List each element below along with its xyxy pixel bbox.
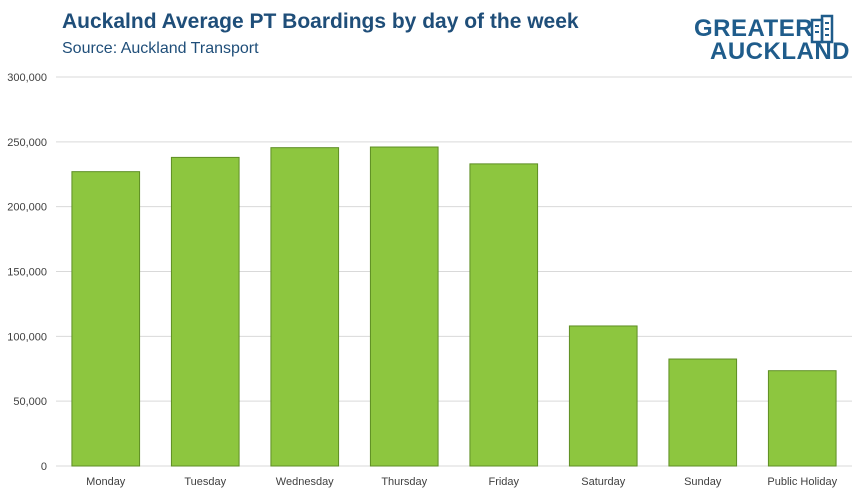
y-tick-label: 300,000 bbox=[7, 72, 47, 84]
bar-thursday bbox=[369, 146, 439, 467]
bar-public-holiday bbox=[767, 370, 837, 467]
bar-saturday bbox=[568, 325, 638, 467]
logo-line-2: AUCKLAND bbox=[710, 38, 850, 65]
bar-friday bbox=[469, 163, 539, 467]
x-tick-label: Wednesday bbox=[276, 476, 334, 488]
greater-auckland-logo: GREATER AUCKLAND bbox=[692, 14, 852, 66]
x-tick-label: Saturday bbox=[581, 476, 626, 488]
bars bbox=[71, 146, 837, 467]
x-tick-label: Monday bbox=[86, 476, 126, 488]
bar-tuesday bbox=[170, 156, 240, 467]
x-tick-label: Tuesday bbox=[184, 476, 226, 488]
y-axis-ticks: 0 50,000 100,000 150,000 200,000 250,000 300,0… bbox=[7, 72, 47, 473]
x-tick-label: Sunday bbox=[684, 476, 722, 488]
chart-title: Auckalnd Average PT Boardings by day of … bbox=[62, 10, 579, 33]
y-tick-label: 0 bbox=[41, 461, 47, 473]
bar-sunday bbox=[668, 358, 738, 467]
y-tick-label: 250,000 bbox=[7, 137, 47, 149]
bar-monday bbox=[71, 171, 141, 467]
x-tick-label: Public Holiday bbox=[767, 476, 837, 488]
logo-line-1: GREATER bbox=[694, 15, 814, 42]
y-tick-label: 150,000 bbox=[7, 267, 47, 279]
y-tick-label: 200,000 bbox=[7, 202, 47, 214]
x-axis-ticks: Monday Tuesday Wednesday Thursday Friday Satu… bbox=[86, 476, 837, 488]
bar-wednesday bbox=[270, 147, 340, 467]
building-icon bbox=[810, 14, 834, 44]
x-tick-label: Friday bbox=[488, 476, 519, 488]
chart-subtitle: Source: Auckland Transport bbox=[62, 40, 259, 57]
y-tick-label: 100,000 bbox=[7, 331, 47, 343]
x-tick-label: Thursday bbox=[381, 476, 427, 488]
y-tick-label: 50,000 bbox=[13, 396, 47, 408]
